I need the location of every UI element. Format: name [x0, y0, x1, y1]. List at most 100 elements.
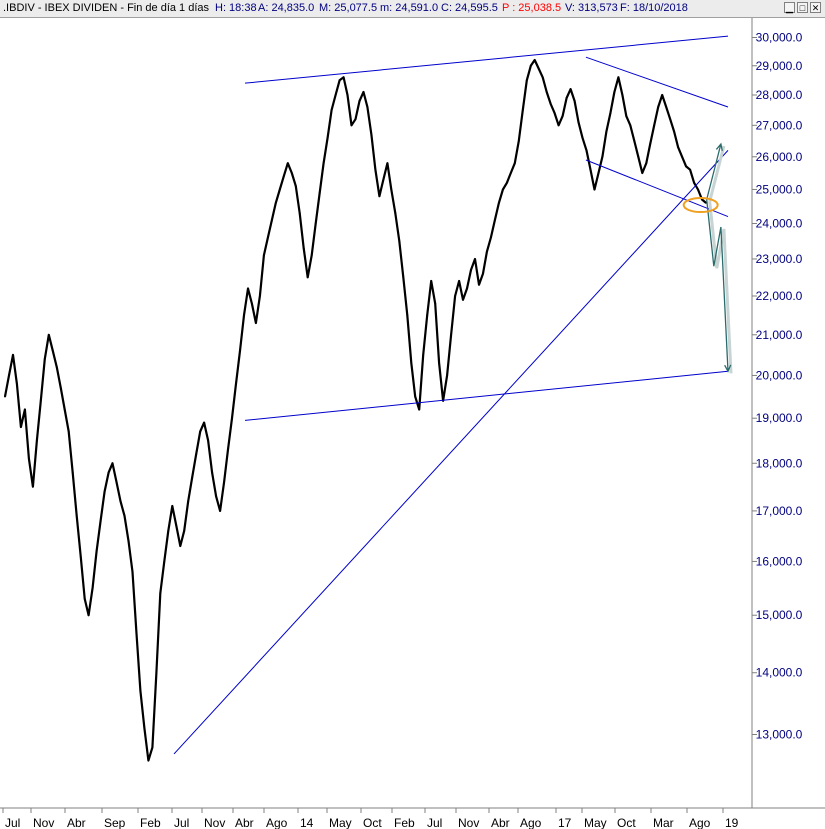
price-point	[685, 165, 687, 168]
price-point	[271, 219, 273, 221]
price-point	[621, 94, 624, 96]
price-point	[589, 168, 592, 171]
price-point	[215, 495, 218, 498]
price-point	[191, 476, 194, 479]
x-tick-label: Mar	[653, 816, 674, 829]
price-point	[163, 560, 166, 563]
price-point	[593, 188, 596, 191]
x-tick-label: May	[584, 816, 607, 829]
price-point	[239, 349, 241, 352]
lower-channel-long-line[interactable]	[244, 370, 729, 421]
price-point	[314, 222, 317, 225]
price-point	[374, 168, 377, 171]
descending-channel-upper-line[interactable]	[585, 56, 729, 108]
price-point	[577, 121, 580, 124]
price-point	[398, 240, 401, 242]
x-tick-label: Jul	[427, 816, 442, 829]
y-tick-label: 28,000.0	[756, 88, 803, 102]
price-point	[4, 395, 6, 398]
x-tick-label: Ago	[689, 816, 711, 829]
price-point	[362, 91, 365, 93]
price-point	[223, 481, 226, 483]
price-point	[342, 76, 345, 79]
price-point	[641, 172, 644, 174]
y-tick-label: 20,000.0	[756, 368, 803, 382]
price-point	[689, 168, 691, 171]
x-tick-label: Oct	[617, 816, 636, 829]
y-tick-label: 29,000.0	[756, 59, 803, 73]
price-point	[434, 302, 437, 305]
support-diagonal-line[interactable]	[173, 150, 729, 755]
price-point	[195, 453, 198, 455]
price-point	[43, 358, 46, 360]
price-point	[263, 254, 265, 257]
price-point	[498, 202, 500, 204]
price-point	[386, 162, 389, 165]
y-tick-label: 17,000.0	[756, 504, 803, 518]
bearish-arrow[interactable]	[706, 199, 729, 372]
price-point	[561, 115, 564, 117]
date-label: F: 18/10/2018	[620, 2, 688, 14]
restore-icon[interactable]: □	[797, 2, 808, 13]
price-point	[286, 162, 289, 165]
open-label: A: 24,835.0	[258, 2, 315, 14]
price-point	[143, 727, 146, 729]
price-point	[199, 430, 202, 433]
price-point	[422, 354, 425, 356]
price-point	[28, 457, 30, 460]
price-point	[462, 298, 464, 301]
price-point	[565, 97, 568, 99]
price-point	[458, 280, 460, 282]
price-point	[338, 79, 341, 82]
price-point	[410, 362, 413, 364]
price-point	[490, 236, 492, 239]
price-point	[665, 106, 668, 108]
price-point	[470, 269, 472, 271]
price-point	[673, 130, 675, 133]
price-point	[207, 439, 210, 442]
price-point	[418, 408, 421, 411]
price-point	[47, 333, 50, 336]
price-point	[394, 212, 397, 215]
price-point	[502, 188, 504, 191]
price-point	[282, 175, 285, 178]
descending-channel-lower-line[interactable]	[585, 159, 729, 218]
close-icon[interactable]: ✕	[810, 2, 821, 13]
price-point	[569, 88, 572, 90]
price-point	[693, 181, 695, 184]
x-tick-label: Feb	[394, 816, 415, 829]
chart-background	[0, 18, 825, 829]
bullish-arrow[interactable]	[706, 143, 722, 200]
close-label: C: 24,595.5	[441, 2, 498, 14]
price-point	[334, 94, 337, 96]
price-point	[541, 76, 544, 79]
y-tick-label: 15,000.0	[756, 608, 803, 622]
minimize-icon[interactable]: ▁	[784, 2, 795, 13]
price-point	[227, 448, 229, 451]
y-tick-label: 13,000.0	[756, 728, 803, 742]
price-point	[59, 387, 62, 389]
price-point	[525, 79, 528, 82]
x-tick-label: Abr	[491, 816, 510, 829]
price-point	[107, 471, 110, 474]
x-tick-label: Abr	[235, 816, 254, 829]
price-point	[537, 67, 540, 70]
price-point	[573, 100, 576, 102]
y-tick-label: 21,000.0	[756, 328, 803, 342]
upper-channel-long-line[interactable]	[244, 35, 729, 84]
price-point	[91, 587, 94, 589]
price-point	[99, 519, 102, 522]
x-tick-label: Feb	[140, 816, 161, 829]
price-point	[605, 130, 608, 133]
price-point	[466, 287, 468, 290]
x-tick-label: Nov	[33, 816, 54, 829]
price-point	[378, 195, 381, 198]
price-point	[171, 505, 174, 507]
price-point	[382, 178, 385, 181]
price-point	[306, 276, 309, 279]
price-point	[617, 76, 620, 79]
price-point	[294, 185, 297, 188]
x-tick-label: 19	[725, 816, 739, 829]
price-point	[235, 382, 237, 385]
price-point	[354, 118, 357, 121]
